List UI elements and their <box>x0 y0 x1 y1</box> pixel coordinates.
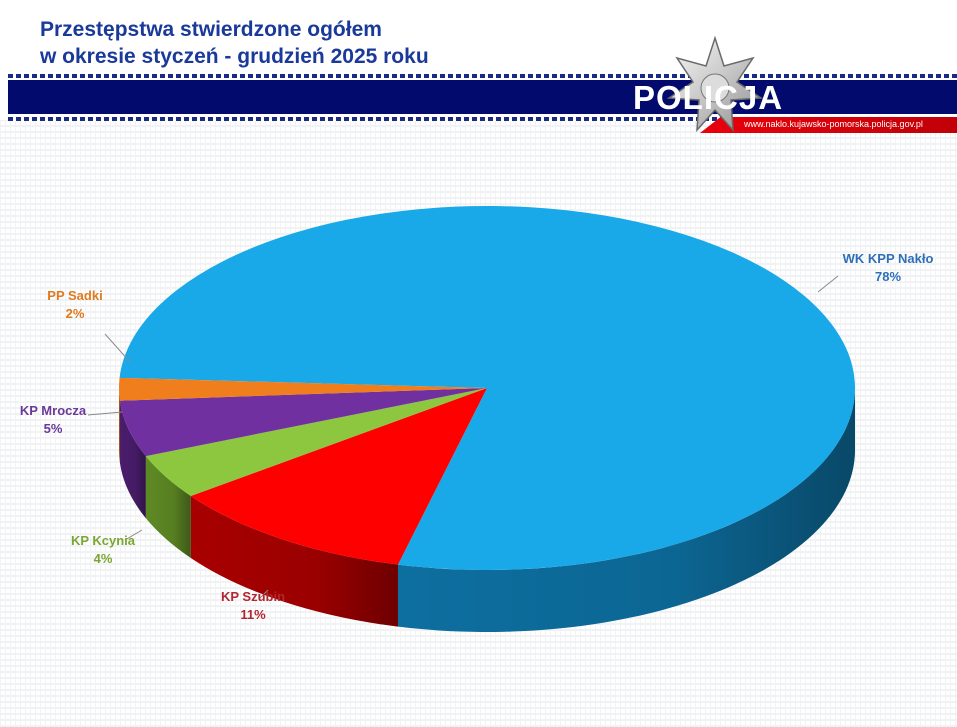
pie-side-shade-1 <box>190 496 398 627</box>
slice-label-4: PP Sadki 2% <box>15 287 135 323</box>
slice-name-4: PP Sadki <box>47 288 103 303</box>
pie-slice-0 <box>119 205 856 571</box>
slice-name-3: KP Mrocza <box>19 403 87 418</box>
chart-title: Przestępstwa stwierdzone ogółem w okresi… <box>40 16 660 70</box>
leader-line-1 <box>259 589 269 599</box>
leader-line-3 <box>87 411 123 416</box>
pie-side-shade-2 <box>145 456 191 559</box>
title-line-1: Przestępstwa stwierdzone ogółem <box>40 18 382 41</box>
band-dash-top <box>8 74 957 78</box>
policja-logo-text: POLICJA <box>633 79 784 116</box>
header-band <box>8 80 957 114</box>
pie-side-shade-0 <box>397 388 855 632</box>
url-strip <box>700 117 957 133</box>
slice-value-3: 5% <box>43 421 63 436</box>
slice-name-2: KP Kcynia <box>70 533 136 548</box>
slice-value-0: 78% <box>874 269 902 284</box>
pie-slice-2 <box>145 388 488 497</box>
slice-value-4: 2% <box>65 306 85 321</box>
title-line-2: w okresie styczeń - grudzień 2025 roku <box>40 45 429 68</box>
police-star-icon <box>665 35 765 136</box>
leader-line-0 <box>817 275 839 293</box>
leader-line-2 <box>124 529 143 541</box>
pie-slice-4 <box>118 377 487 401</box>
slice-label-0: WK KPP Nakło 78% <box>828 250 948 286</box>
band-dash-bottom <box>8 117 957 121</box>
slice-value-2: 4% <box>93 551 113 566</box>
slice-value-1: 11% <box>240 607 266 622</box>
pie-side-shade-3 <box>119 400 146 519</box>
website-url: www.naklo.kujawsko-pomorska.policja.gov.… <box>744 119 923 129</box>
pie-side-shade-4 <box>119 388 120 463</box>
pie-slice-3 <box>119 388 488 457</box>
slice-label-1: KP Szubin 11% <box>193 588 313 624</box>
slice-label-3: KP Mrocza 5% <box>0 402 113 438</box>
slice-name-1: KP Szubin <box>220 589 286 604</box>
pie-slice-1 <box>190 388 488 565</box>
slice-name-0: WK KPP Nakło <box>842 251 934 266</box>
leader-line-4 <box>104 333 131 363</box>
slice-label-2: KP Kcynia 4% <box>43 532 163 568</box>
